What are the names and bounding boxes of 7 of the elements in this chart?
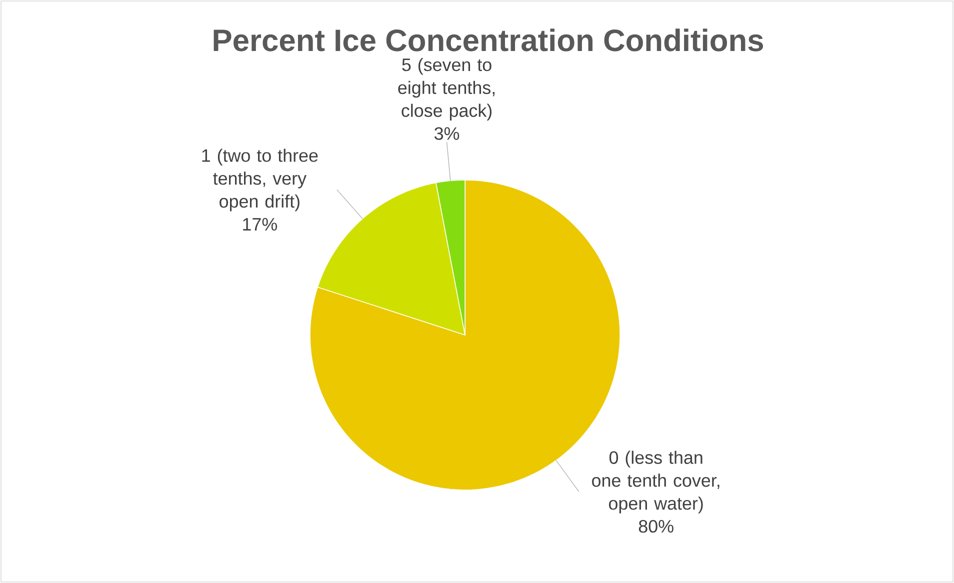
slice-label: 1 (two to three tenths, very open drift) (202, 148, 318, 212)
data-label: 80% (638, 520, 674, 533)
data-label: 17% (243, 218, 277, 231)
data-label: 3% (434, 127, 460, 140)
slice-label: 0 (less than one tenth cover, open water) (592, 450, 720, 514)
slice-label: 5 (seven to eight tenths, close pack) (398, 58, 495, 121)
chart-title: Percent Ice Concentration Conditions (214, 28, 764, 52)
